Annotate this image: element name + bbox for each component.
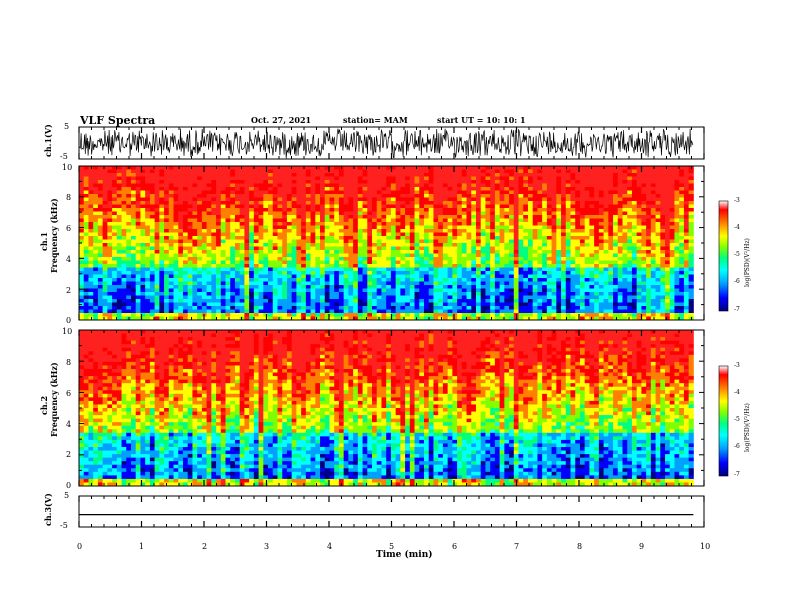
x-tick: 9 (639, 542, 645, 551)
cb2-tick: -5 (734, 416, 740, 423)
ch1-spectrogram (79, 166, 694, 321)
ch3-wave-tick-bottom: -5 (60, 521, 68, 530)
x-axis-label: Time (min) (376, 550, 433, 560)
x-tick: 0 (77, 542, 83, 551)
x-tick: 7 (514, 542, 520, 551)
ch1-spec-ylabel: Frequency (kHz) (49, 198, 59, 273)
ch2-spec-ylabel: Frequency (kHz) (49, 362, 59, 437)
colorbar-ch1 (718, 200, 729, 312)
ch3-wave-ylabel: ch.3(V) (43, 493, 53, 526)
ch1-spec-tick: 2 (66, 286, 72, 295)
ch1-spec-tick: 10 (62, 163, 73, 172)
cb1-tick: -7 (734, 306, 740, 313)
cb2-label: log(PSD)(V²/Hz) (744, 403, 751, 452)
x-tick: 2 (202, 542, 208, 551)
cb2-tick: -7 (734, 471, 740, 478)
x-tick: 6 (452, 542, 458, 551)
ch2-spectrogram (79, 330, 694, 487)
ch3-wave-tick-top: 5 (64, 491, 70, 500)
cb2-tick: -4 (734, 389, 740, 396)
ch2-spec-tick: 10 (62, 327, 73, 336)
station-label: station= MAM (343, 115, 408, 125)
ch1-wave-tick-top: 5 (64, 122, 70, 131)
cb2-tick: -6 (734, 443, 740, 450)
cb1-tick: -3 (734, 197, 740, 204)
ch2-spec-tick: 4 (66, 420, 72, 429)
start-time-label: start UT = 10: 10: 1 (437, 115, 526, 125)
x-tick: 4 (327, 542, 333, 551)
cb1-tick: -4 (734, 224, 740, 231)
ch1-spec-tick: 4 (66, 255, 72, 264)
ch1-spec-tick: 8 (66, 193, 72, 202)
chart-title: VLF Spectra (80, 114, 156, 127)
ch1-waveform-trace (78, 128, 694, 159)
ch2-spec-tick: 0 (66, 481, 72, 490)
x-tick: 8 (577, 542, 583, 551)
ch1-wave-ylabel: ch.1(V) (43, 124, 53, 157)
ch2-spec-ylabel-ch: ch.2 (39, 395, 49, 415)
colorbar-ch2 (718, 365, 729, 477)
x-tick: 10 (700, 542, 711, 551)
ch1-spec-ylabel-ch: ch.1 (39, 231, 49, 251)
cb2-tick: -3 (734, 362, 740, 369)
ch2-spec-tick: 2 (66, 450, 72, 459)
ch1-spec-tick: 6 (66, 224, 72, 233)
x-tick: 1 (139, 542, 145, 551)
date-label: Oct. 27, 2021 (251, 115, 312, 125)
cb1-label: log(PSD)(V²/Hz) (744, 238, 751, 287)
ch2-spec-tick: 8 (66, 358, 72, 367)
ch1-wave-tick-bottom: -5 (60, 152, 68, 161)
ch2-spec-tick: 6 (66, 389, 72, 398)
cb1-tick: -5 (734, 251, 740, 258)
x-tick: 3 (264, 542, 270, 551)
ch1-spec-tick: 0 (66, 316, 72, 325)
cb1-tick: -6 (734, 278, 740, 285)
x-tick: 5 (389, 542, 395, 551)
